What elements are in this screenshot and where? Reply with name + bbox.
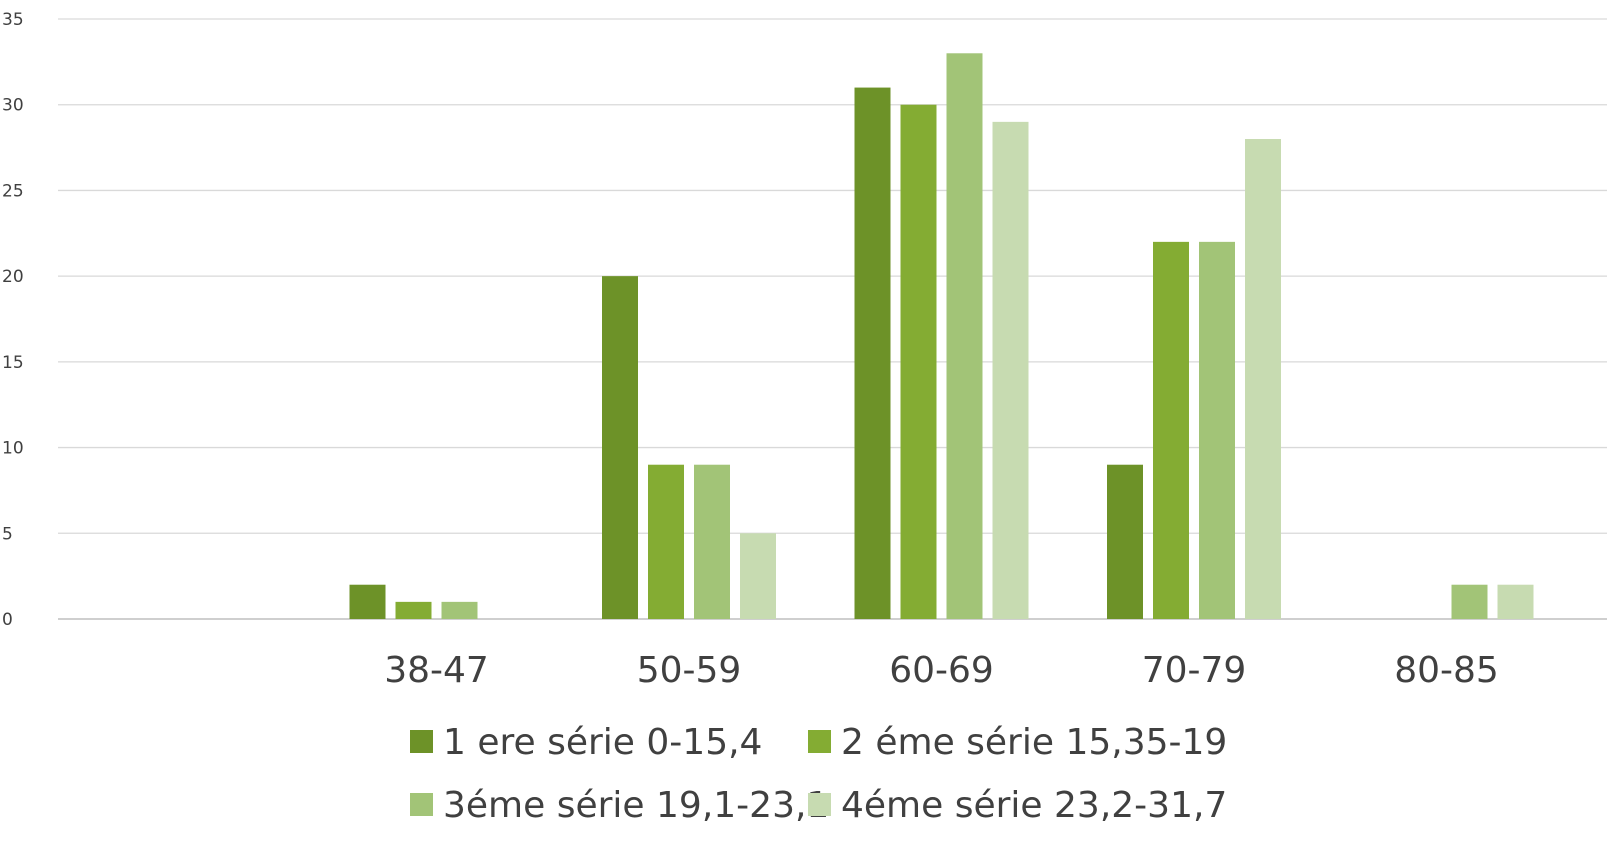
bar-70-79-series-3	[1199, 241, 1235, 619]
gridlines	[58, 18, 1607, 620]
legend-item-series-2: 2 éme série 15,35-19	[808, 722, 1227, 763]
y-tick-label: 0	[2, 610, 13, 630]
legend-label: 1 ere série 0-15,4	[443, 722, 762, 763]
bar-60-69-series-2	[900, 104, 937, 619]
y-tick-label: 15	[2, 353, 24, 373]
legend-label: 4éme série 23,2-31,7	[841, 785, 1227, 826]
y-tick-label: 20	[2, 267, 24, 287]
bar-60-69-series-4	[992, 121, 1029, 619]
y-tick-label: 35	[2, 10, 24, 30]
x-tick-label: 60-69	[889, 650, 994, 691]
legend-item-series-1: 1 ere série 0-15,4	[410, 722, 762, 763]
y-tick-label: 10	[2, 439, 24, 459]
bar-70-79-series-2	[1153, 241, 1189, 619]
bar-70-79-series-1	[1107, 464, 1143, 619]
bars	[349, 53, 1534, 620]
bar-80-85-series-3	[1451, 584, 1488, 619]
legend-swatch	[808, 793, 831, 816]
y-tick-label: 25	[2, 181, 24, 201]
y-tick-label: 5	[2, 524, 13, 544]
x-tick-label: 50-59	[637, 650, 742, 691]
x-axis-tick-labels: 38-47 50-59 60-69 70-79 80-85	[384, 650, 1499, 691]
legend-label: 3éme série 19,1-23,1	[443, 785, 829, 826]
legend: 1 ere série 0-15,4 2 éme série 15,35-19 3é…	[410, 722, 1227, 826]
legend-label: 2 éme série 15,35-19	[841, 722, 1227, 763]
y-axis-tick-labels: 0 5 10 15 20 25 30 35	[2, 10, 24, 630]
x-tick-label: 38-47	[384, 650, 489, 691]
legend-item-series-3: 3éme série 19,1-23,1	[410, 785, 829, 826]
y-tick-label: 30	[2, 96, 24, 116]
bar-50-59-series-1	[602, 276, 638, 619]
legend-swatch	[410, 793, 433, 816]
bar-38-47-series-3	[441, 601, 478, 619]
bar-38-47-series-1	[349, 584, 386, 619]
legend-swatch	[410, 730, 433, 753]
bar-60-69-series-1	[854, 87, 891, 620]
bar-60-69-series-3	[946, 53, 983, 620]
bar-50-59-series-2	[648, 464, 684, 619]
bar-38-47-series-2	[395, 601, 432, 619]
bar-50-59-series-3	[694, 464, 730, 619]
x-tick-label: 80-85	[1394, 650, 1499, 691]
legend-item-series-4: 4éme série 23,2-31,7	[808, 785, 1227, 826]
x-tick-label: 70-79	[1142, 650, 1247, 691]
bar-50-59-series-4	[740, 533, 776, 619]
bar-80-85-series-4	[1497, 584, 1534, 619]
legend-swatch	[808, 730, 831, 753]
bar-70-79-series-4	[1245, 139, 1281, 619]
